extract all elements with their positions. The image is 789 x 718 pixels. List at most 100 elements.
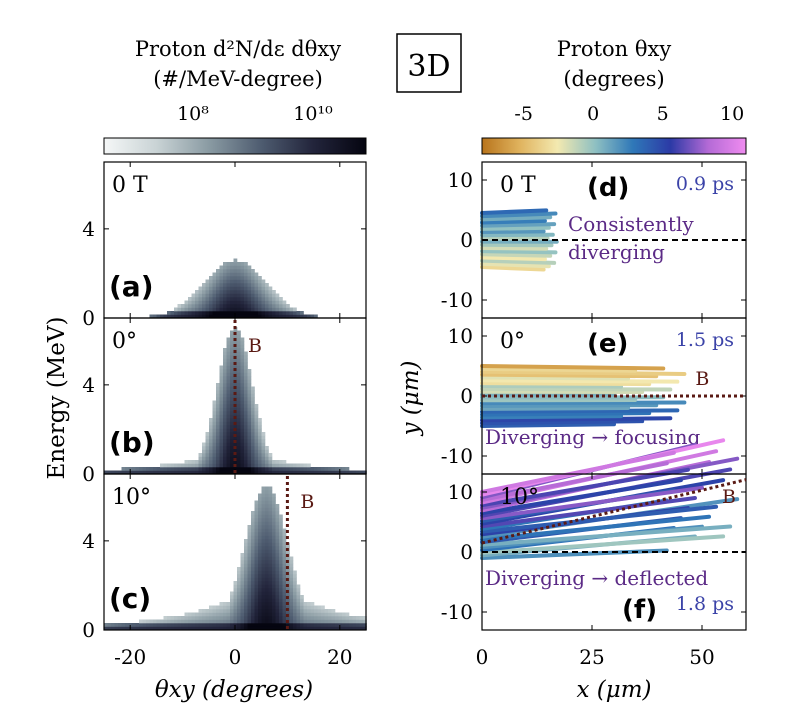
heatmap-cell bbox=[240, 612, 245, 617]
heatmap-cell bbox=[293, 605, 297, 610]
heatmap-cell bbox=[167, 311, 171, 315]
heatmap-cell bbox=[244, 588, 248, 592]
heatmap-cell bbox=[139, 623, 143, 627]
heatmap-cell bbox=[282, 595, 287, 599]
heatmap-cell bbox=[279, 609, 283, 613]
heatmap-cell bbox=[286, 311, 290, 315]
heatmap-cell bbox=[265, 463, 269, 468]
panel-letter: (d) bbox=[587, 173, 629, 203]
dimension-badge-box bbox=[396, 33, 462, 93]
heatmap-cell bbox=[244, 362, 248, 366]
heatmap-cell bbox=[300, 616, 304, 620]
heatmap-cell bbox=[167, 619, 171, 624]
heatmap-cell bbox=[132, 623, 136, 627]
heatmap-cell bbox=[237, 449, 241, 454]
heatmap-cell bbox=[261, 623, 266, 627]
heatmap-cell bbox=[272, 553, 276, 557]
heatmap-cell bbox=[282, 612, 287, 617]
heatmap-cell bbox=[212, 428, 217, 433]
heatmap-cell bbox=[209, 626, 213, 631]
heatmap-cell bbox=[233, 358, 238, 363]
heatmap-cell bbox=[258, 467, 262, 471]
heatmap-cell bbox=[275, 307, 280, 312]
heatmap-cell bbox=[195, 626, 199, 631]
heatmap-cell bbox=[233, 262, 238, 266]
dimension-badge: 3D bbox=[407, 49, 450, 84]
heatmap-cell bbox=[202, 609, 206, 613]
heatmap-cell bbox=[226, 344, 231, 349]
heatmap-cell bbox=[282, 581, 287, 585]
heatmap-cell bbox=[338, 626, 343, 631]
heatmap-cell bbox=[240, 311, 245, 315]
heatmap-cell bbox=[251, 623, 255, 627]
heatmap-cell bbox=[233, 467, 238, 471]
heatmap-cell bbox=[212, 421, 217, 426]
heatmap-cell bbox=[254, 428, 259, 433]
heatmap-cell bbox=[310, 470, 315, 475]
heatmap-cell bbox=[286, 304, 290, 308]
heatmap-cell bbox=[237, 286, 241, 291]
heatmap-cell bbox=[272, 297, 276, 301]
heatmap-cell bbox=[272, 521, 276, 526]
heatmap-cell bbox=[251, 463, 255, 468]
heatmap-cell bbox=[233, 623, 238, 627]
heatmap-cell bbox=[223, 623, 227, 627]
heatmap-cell bbox=[223, 293, 227, 298]
heatmap-cell bbox=[237, 351, 241, 356]
heatmap-cell bbox=[268, 623, 273, 627]
heatmap-cell bbox=[289, 588, 294, 592]
heatmap-cell bbox=[272, 584, 276, 589]
heatmap-cell bbox=[223, 372, 227, 377]
heatmap-cell bbox=[254, 463, 259, 468]
heatmap-cell bbox=[265, 528, 269, 533]
heatmap-cell bbox=[303, 463, 308, 468]
heatmap-cell bbox=[216, 304, 220, 308]
heatmap-cell bbox=[254, 293, 259, 298]
heatmap-cell bbox=[237, 595, 241, 599]
heatmap-cell bbox=[195, 460, 199, 464]
heatmap-cell bbox=[244, 390, 248, 394]
heatmap-cell bbox=[142, 470, 147, 475]
heatmap-cell bbox=[303, 467, 308, 471]
heatmap-cell bbox=[321, 605, 325, 610]
heatmap-cell bbox=[265, 518, 269, 522]
heatmap-cell bbox=[286, 588, 290, 592]
particle-track bbox=[480, 242, 554, 248]
annotation: Consistently bbox=[568, 212, 694, 236]
heatmap-cell bbox=[216, 286, 220, 291]
heatmap-cell bbox=[212, 297, 217, 301]
heatmap-cell bbox=[300, 623, 304, 627]
heatmap-cell bbox=[237, 307, 241, 312]
heatmap-cell bbox=[132, 470, 136, 475]
heatmap-cell bbox=[261, 432, 266, 436]
heatmap-cell bbox=[247, 297, 252, 301]
heatmap-cell bbox=[261, 567, 266, 571]
field-label: B bbox=[695, 368, 709, 390]
heatmap-cell bbox=[279, 619, 283, 624]
heatmap-cell bbox=[153, 626, 157, 631]
heatmap-cell bbox=[338, 616, 343, 620]
heatmap-cell bbox=[233, 595, 238, 599]
y-tick-label: 10 bbox=[448, 480, 473, 504]
heatmap-cell bbox=[219, 467, 224, 471]
heatmap-cell bbox=[226, 369, 231, 373]
heatmap-cell bbox=[279, 626, 283, 631]
heatmap-cell bbox=[240, 595, 245, 599]
heatmap-cell bbox=[195, 616, 199, 620]
heatmap-cell bbox=[244, 605, 248, 610]
heatmap-cell bbox=[254, 272, 259, 277]
heatmap-cell bbox=[345, 626, 350, 631]
heatmap-cell bbox=[219, 272, 224, 277]
heatmap-cell bbox=[244, 397, 248, 401]
heatmap-cell bbox=[324, 609, 329, 613]
heatmap-cell bbox=[212, 279, 217, 284]
heatmap-cell bbox=[282, 553, 287, 557]
heatmap-cell bbox=[177, 619, 182, 624]
heatmap-cells bbox=[149, 258, 318, 319]
particle-track bbox=[480, 495, 697, 529]
heatmap-cell bbox=[335, 612, 339, 617]
heatmap-cell bbox=[237, 337, 241, 342]
heatmap-cell bbox=[268, 609, 273, 613]
heatmap-cell bbox=[240, 425, 245, 429]
heatmap-cell bbox=[226, 463, 231, 468]
